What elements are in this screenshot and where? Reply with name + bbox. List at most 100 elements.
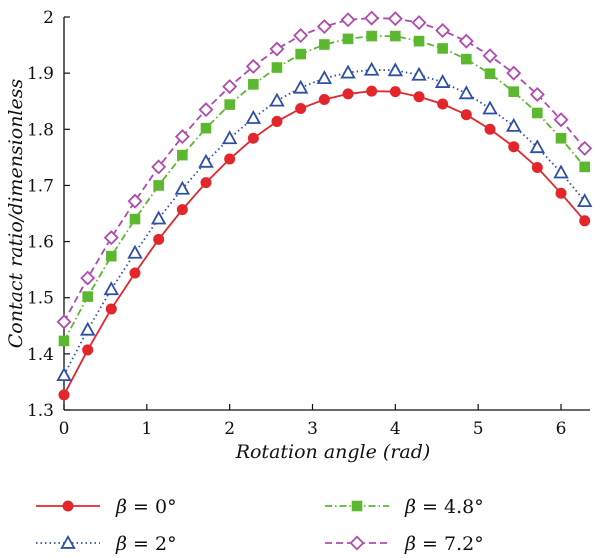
y-axis-title: Contact ratio/dimensionless	[5, 79, 27, 349]
data-point	[292, 79, 309, 94]
legend-label: β = 0°	[115, 496, 177, 518]
data-point	[127, 244, 143, 259]
data-point	[435, 23, 451, 38]
x-axis-title: Rotation angle (rad)	[235, 441, 431, 463]
data-point	[555, 132, 567, 144]
y-tick-label: 1.9	[27, 64, 54, 84]
data-point	[129, 267, 141, 279]
data-point	[460, 109, 472, 121]
series-layer	[56, 10, 593, 401]
data-point	[529, 87, 545, 102]
series-1	[58, 85, 591, 401]
data-point	[245, 58, 261, 74]
legend-value: = 0°	[127, 496, 177, 518]
data-point	[437, 98, 449, 110]
legend-symbol: β	[404, 533, 416, 555]
data-point	[82, 344, 94, 356]
y-tick-label: 1.4	[27, 345, 54, 365]
data-point	[319, 39, 330, 50]
data-point	[553, 164, 569, 179]
data-point	[553, 112, 569, 128]
tick-labels: 0 1 2 3 4 5 6 1.3 1.4 1.5 1.6 1.7 1.8 1.9 2	[27, 8, 566, 439]
data-point	[58, 389, 70, 401]
legend-marker	[351, 500, 363, 512]
data-point	[269, 92, 285, 107]
legend-item: β = 4.8°	[325, 496, 484, 518]
x-tick-label: 3	[307, 419, 318, 439]
legend-label: β = 4.8°	[404, 496, 484, 518]
x-tick-label: 6	[556, 419, 567, 439]
data-point	[58, 335, 70, 347]
legend-value: = 7.2°	[416, 533, 484, 555]
data-point	[340, 64, 356, 79]
data-point	[411, 66, 427, 81]
data-point	[484, 123, 496, 135]
x-tick-label: 0	[59, 419, 70, 439]
data-point	[413, 91, 425, 103]
x-tick-label: 2	[224, 419, 235, 439]
data-point	[174, 129, 190, 145]
data-point	[200, 122, 212, 134]
legend-symbol: β	[115, 533, 127, 555]
data-point	[247, 132, 259, 144]
data-point	[200, 177, 212, 189]
data-point	[579, 161, 590, 173]
data-point	[222, 79, 238, 95]
data-point	[198, 153, 214, 168]
legend-marker	[349, 535, 365, 551]
data-point	[508, 141, 520, 153]
data-point	[576, 193, 593, 208]
legend-symbol: β	[404, 496, 416, 518]
data-point	[82, 291, 93, 302]
series-4	[56, 10, 593, 330]
data-point	[176, 204, 188, 216]
data-point	[458, 33, 474, 49]
data-point	[221, 130, 238, 145]
data-point	[153, 233, 165, 245]
data-point	[437, 43, 448, 54]
data-point	[269, 41, 285, 57]
data-point	[318, 94, 330, 106]
x-tick-label: 4	[390, 419, 401, 439]
data-point	[295, 48, 306, 60]
data-point	[151, 159, 167, 175]
data-point	[103, 281, 120, 296]
data-point	[224, 99, 235, 110]
data-point	[295, 103, 307, 115]
data-point	[248, 79, 259, 90]
data-point	[342, 88, 354, 100]
y-tick-label: 1.6	[27, 233, 54, 253]
data-point	[458, 85, 475, 100]
data-point	[56, 367, 72, 382]
data-point	[387, 62, 404, 77]
legend: β = 0° β = 4.8°β = 2° β = 7.2°	[36, 496, 484, 555]
data-point	[579, 215, 591, 227]
y-tick-label: 1.8	[27, 120, 54, 140]
data-point	[56, 314, 72, 330]
data-point	[224, 153, 236, 165]
data-point	[127, 193, 143, 209]
data-point	[271, 62, 283, 73]
data-point	[461, 53, 472, 65]
data-point	[390, 30, 401, 42]
data-point	[174, 180, 191, 195]
data-point	[342, 33, 354, 45]
y-tick-label: 1.5	[27, 289, 54, 309]
data-point	[316, 19, 332, 35]
data-point	[103, 230, 119, 246]
y-tick-label: 2	[43, 8, 54, 28]
data-point	[150, 210, 167, 225]
data-point	[366, 85, 378, 97]
legend-value: = 2°	[127, 533, 177, 555]
x-tick-label: 1	[141, 419, 152, 439]
legend-item: β = 2°	[36, 533, 177, 555]
data-point	[366, 30, 377, 42]
data-point	[508, 86, 520, 97]
y-tick-label: 1.3	[27, 401, 54, 421]
data-point	[577, 140, 593, 156]
legend-marker	[60, 534, 76, 549]
series-line	[63, 68, 586, 376]
data-point	[177, 149, 188, 161]
data-point	[293, 28, 309, 43]
data-point	[153, 180, 164, 191]
